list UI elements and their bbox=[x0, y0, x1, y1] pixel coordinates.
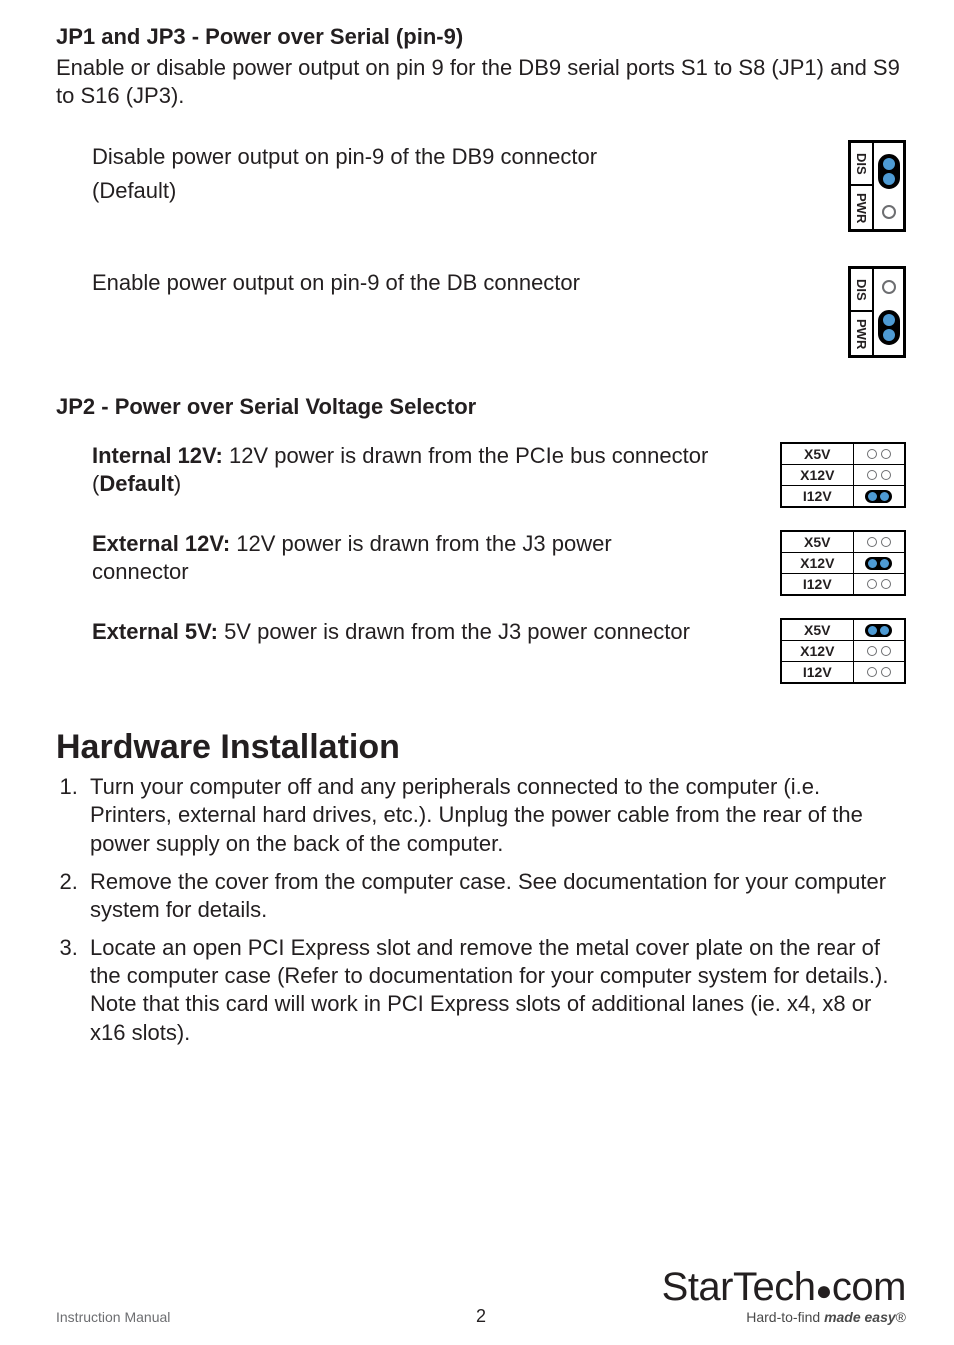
jumper-label-dis: DIS bbox=[851, 269, 872, 312]
pair-bridge-icon bbox=[865, 490, 892, 503]
step-2: Remove the cover from the computer case.… bbox=[84, 868, 906, 924]
jp2-plain-2: 5V power is drawn from the J3 power conn… bbox=[218, 619, 690, 644]
jumper-labels: DIS PWR bbox=[851, 143, 874, 229]
jumper-disable-diagram: DIS PWR bbox=[848, 140, 906, 232]
pair-open-icon bbox=[867, 667, 891, 677]
jp13-disable-text: Disable power output on pin-9 of the DB9… bbox=[56, 140, 597, 208]
pair-bridge-icon bbox=[865, 624, 892, 637]
jp2-text-0: Internal 12V: 12V power is drawn from th… bbox=[56, 442, 712, 497]
vsel-x5v: X5V bbox=[781, 531, 853, 553]
jp2-row-2: External 5V: 5V power is drawn from the … bbox=[56, 618, 906, 684]
jp2-text-1: External 12V: 12V power is drawn from th… bbox=[56, 530, 712, 585]
jp13-intro: Enable or disable power output on pin 9 … bbox=[56, 54, 906, 110]
pin-bridge-icon bbox=[878, 154, 900, 189]
vsel-i12v: I12V bbox=[781, 486, 853, 508]
jp13-enable-text: Enable power output on pin-9 of the DB c… bbox=[56, 266, 580, 300]
vsel-x5v: X5V bbox=[781, 619, 853, 641]
jp2-heading: JP2 - Power over Serial Voltage Selector bbox=[56, 394, 906, 420]
vsel-x12v: X12V bbox=[781, 465, 853, 486]
step-3: Locate an open PCI Express slot and remo… bbox=[84, 934, 906, 1047]
jp2-bold0b: Default bbox=[99, 471, 174, 496]
logo-text: StarTech●com bbox=[662, 1267, 906, 1307]
vsel-x5v: X5V bbox=[781, 443, 853, 465]
jumper-labels: DIS PWR bbox=[851, 269, 874, 355]
jp2-bold-0: Internal 12V: bbox=[92, 443, 223, 468]
pin-bridge-icon bbox=[878, 310, 900, 345]
pair-bridge-icon bbox=[865, 557, 892, 570]
vsel-x12v: X12V bbox=[781, 641, 853, 662]
jp13-disable-row: Disable power output on pin-9 of the DB9… bbox=[56, 140, 906, 232]
step-1: Turn your computer off and any periphera… bbox=[84, 773, 906, 857]
footer-page-number: 2 bbox=[56, 1306, 906, 1327]
vsel-i12v: I12V bbox=[781, 574, 853, 596]
vsel-x12v: X12V bbox=[781, 553, 853, 574]
jumper-label-pwr: PWR bbox=[851, 312, 872, 355]
jp2-bold-2: External 5V: bbox=[92, 619, 218, 644]
vsel-diagram-2: X5V X12V I12V bbox=[780, 618, 906, 684]
jumper-pins bbox=[874, 143, 903, 229]
page: JP1 and JP3 - Power over Serial (pin-9) … bbox=[0, 0, 954, 1345]
jp2-bold-1: External 12V: bbox=[92, 531, 230, 556]
pair-open-icon bbox=[867, 579, 891, 589]
jp2-plain-0b: ) bbox=[174, 471, 181, 496]
jp2-row-1: External 12V: 12V power is drawn from th… bbox=[56, 530, 906, 596]
vsel-diagram-1: X5V X12V I12V bbox=[780, 530, 906, 596]
jumper-label-pwr: PWR bbox=[851, 186, 872, 229]
jp13-heading: JP1 and JP3 - Power over Serial (pin-9) bbox=[56, 24, 906, 50]
hardware-steps: Turn your computer off and any periphera… bbox=[56, 773, 906, 1046]
pair-open-icon bbox=[867, 646, 891, 656]
jp13-disable-l1: Disable power output on pin-9 of the DB9… bbox=[92, 144, 597, 169]
pin-open-icon bbox=[882, 280, 896, 294]
jp13-disable-l2: (Default) bbox=[92, 178, 176, 203]
pair-open-icon bbox=[867, 470, 891, 480]
jp2-text-2: External 5V: 5V power is drawn from the … bbox=[56, 618, 690, 646]
pair-open-icon bbox=[867, 449, 891, 459]
pin-open-icon bbox=[882, 205, 896, 219]
footer: Instruction Manual 2 StarTech●com Hard-t… bbox=[56, 1267, 906, 1325]
jumper-label-dis: DIS bbox=[851, 143, 872, 186]
jumper-enable-diagram: DIS PWR bbox=[848, 266, 906, 358]
jp2-row-0: Internal 12V: 12V power is drawn from th… bbox=[56, 442, 906, 508]
jumper-pins bbox=[874, 269, 903, 355]
jp13-enable-row: Enable power output on pin-9 of the DB c… bbox=[56, 266, 906, 358]
vsel-diagram-0: X5V X12V I12V bbox=[780, 442, 906, 508]
vsel-i12v: I12V bbox=[781, 662, 853, 684]
hardware-heading: Hardware Installation bbox=[56, 728, 906, 767]
pair-open-icon bbox=[867, 537, 891, 547]
